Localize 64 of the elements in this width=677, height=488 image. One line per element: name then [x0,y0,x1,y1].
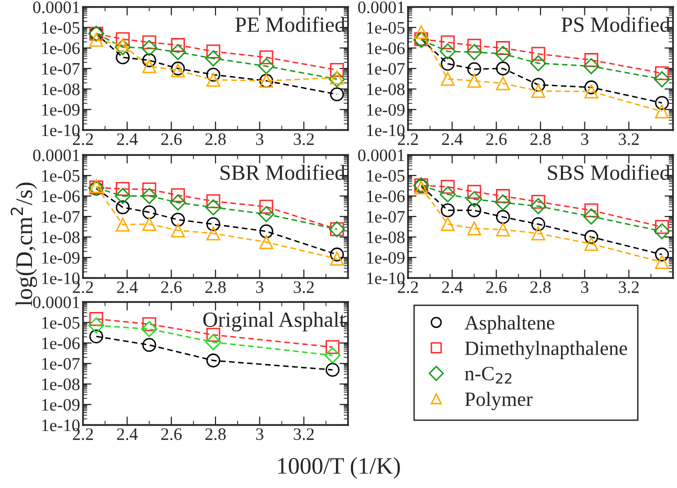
y-tick-label: 1e-06 [42,42,80,54]
y-tick-label: 1e-07 [42,210,80,223]
x-tick-label: 2.8 [205,281,226,294]
y-tick-label: 1e-09 [42,252,80,264]
x-tick-label: 2.8 [530,133,551,146]
x-tick-label: 3 [256,428,264,440]
chart-title: PE Modified [235,16,346,32]
y-tick-label: 1e-09 [42,104,80,116]
y-tick-label: 1e-08 [42,378,80,390]
x-tick-label: 3.2 [294,428,314,440]
y-tick-label: 1e-08 [42,231,80,244]
x-tick-label: 3.2 [618,281,639,294]
x-tick-label: 2.6 [161,428,182,440]
x-tick-label: 2.6 [161,133,182,146]
x-tick-label: 3 [256,281,264,293]
x-tick-label: 2.6 [161,281,182,294]
y-tick-label: 1e-05 [42,170,80,182]
y-tick-label: 1e-07 [367,62,405,75]
y-tick-label: 1e-09 [367,252,405,264]
y-tick-label: 1e-09 [42,398,80,411]
legend-label: Dimethylnapthalene [465,340,628,360]
y-tick-label: 0.0001 [33,1,80,14]
x-tick-label: 2.4 [442,281,463,294]
y-tick-label: 1e-08 [42,83,80,96]
x-tick-label: 2.4 [117,133,138,146]
y-tick-label: 1e-06 [42,190,80,202]
y-tick-label: 1e-09 [367,104,405,116]
y-tick-label: 1e-05 [42,22,80,34]
x-tick-label: 2.8 [205,133,226,146]
x-tick-label: 3 [581,281,588,293]
y-tick-label: 1e-08 [367,231,405,244]
legend-label: n-C$_{22}$ [464,366,512,384]
x-tick-label: 3.2 [294,133,314,146]
y-tick-label: 1e-06 [42,337,80,350]
y-tick-label: 1e-05 [367,22,405,34]
y-tick-label: 0.0001 [358,149,404,162]
x-tick-label: 3.2 [294,281,314,294]
x-tick-label: 2.4 [117,281,138,294]
chart-title: SBR Modified [220,164,346,180]
y-tick-label: 1e-07 [367,210,405,223]
chart-title: PS Modified [562,16,670,32]
x-axis-title: 1000/T (1/K) [278,457,400,479]
y-tick-label: 0.0001 [33,149,80,162]
x-tick-label: 2.6 [486,133,507,146]
x-tick-label: 3.2 [618,133,639,146]
y-tick-label: 0.0001 [358,1,404,14]
x-tick-label: 2.4 [117,428,138,440]
y-tick-label: 1e-05 [367,170,405,182]
y-tick-label: 1e-08 [367,83,405,96]
x-tick-label: 2.4 [442,133,463,146]
x-tick-label: 2.6 [486,281,507,294]
x-tick-label: 3 [581,133,588,145]
x-tick-label: 3 [256,133,264,145]
chart-title: SBS Modified [548,164,670,180]
y-tick-label: 1e-06 [367,190,405,202]
chart-title: Original Asphalt [203,312,346,332]
legend-label: Asphaltene [464,315,554,334]
x-tick-label: 2.8 [530,281,551,294]
x-tick-label: 2.8 [205,428,226,440]
legend-label: Polymer [465,392,533,410]
y-tick-label: 1e-07 [42,358,80,370]
y-tick-label: 1e-06 [367,42,405,54]
y-tick-label: 1e-07 [42,62,80,75]
y-tick-label: 1e-05 [42,316,80,329]
